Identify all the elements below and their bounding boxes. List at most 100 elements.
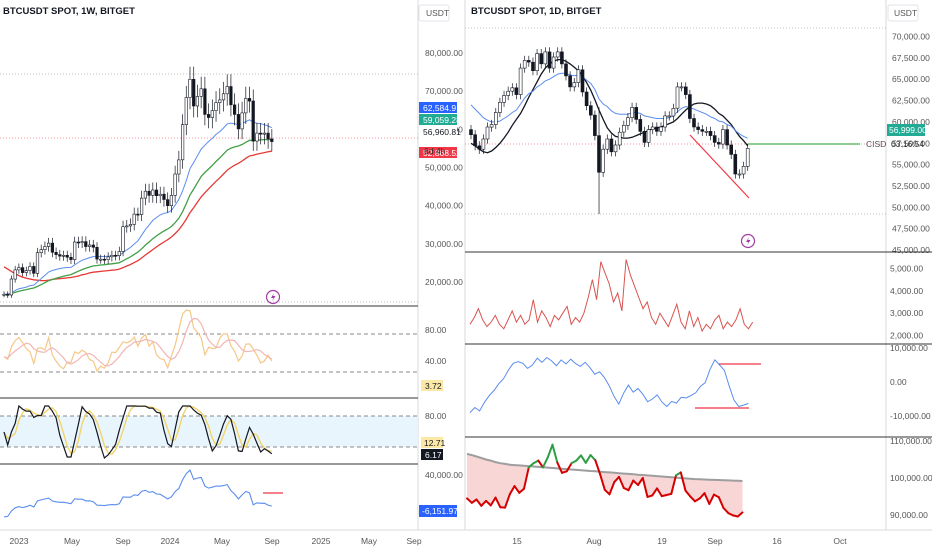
osc-axis-label: -10,000.00	[890, 411, 931, 421]
cvd-segment	[475, 498, 483, 507]
osc-axis-label: 0.00	[890, 377, 907, 387]
candle-body	[210, 110, 214, 118]
candle-body	[638, 119, 643, 132]
candle-body	[99, 258, 103, 261]
cvd-segment	[684, 489, 692, 498]
candle-body	[597, 135, 601, 173]
cvd-axis-label: 100,000.00	[890, 473, 932, 483]
candle-body	[73, 241, 77, 260]
cvd-segment	[589, 454, 597, 462]
left-time-label: May	[214, 536, 231, 546]
left-price-tags: 62,584.91 59,059.28 56,960.81 52,868.52	[419, 102, 461, 158]
cvd-segment	[508, 485, 516, 496]
candle-body	[17, 267, 21, 271]
left-time-label: 2023	[10, 536, 29, 546]
candle-body	[708, 131, 713, 136]
candle-body	[564, 63, 568, 77]
candle-body	[716, 142, 721, 145]
candle-body	[626, 117, 630, 126]
volume-line-red	[469, 259, 754, 333]
cvd-segment	[485, 499, 492, 507]
candle-body	[630, 107, 634, 118]
left-price-label: 70,000.00	[425, 86, 463, 96]
volume-axis-label: 3,000.00	[890, 308, 923, 318]
cvd-segment	[466, 497, 473, 504]
candle-body	[650, 126, 655, 130]
candle-body	[737, 173, 742, 176]
candle-body	[225, 86, 229, 95]
candle-body	[721, 129, 725, 145]
cvd-segment	[489, 496, 497, 507]
right-sma-black-line	[470, 58, 749, 154]
flash-icon[interactable]	[265, 289, 281, 305]
cvd-segment	[594, 459, 601, 475]
right-price-label: 45,000.00	[892, 245, 930, 255]
cvd-segment	[603, 488, 611, 496]
osc-value-tag: -6,151.97	[422, 506, 458, 516]
candle-body	[143, 190, 148, 199]
candle-body	[106, 256, 110, 260]
candle-body	[535, 53, 539, 71]
trend-line-red	[689, 134, 750, 199]
candle-body	[510, 87, 515, 92]
cvd-segment	[551, 443, 559, 464]
candle-body	[572, 82, 577, 88]
cvd-segment	[717, 496, 725, 509]
candle-body	[181, 124, 185, 161]
left-time-label: Sep	[406, 536, 421, 546]
left-price-label: 80,000.00	[425, 48, 463, 58]
rsi-line-orange	[3, 309, 273, 373]
candle-body	[270, 138, 274, 142]
right-osc-pane: 10,000.00 0.00 -10,000.00	[469, 343, 931, 421]
cvd-segment	[565, 462, 573, 473]
left-price-label: 20,000.00	[425, 277, 463, 287]
candle-body	[568, 75, 572, 88]
candle-body	[125, 225, 129, 228]
candle-body	[655, 126, 659, 132]
cvd-segment	[556, 461, 563, 474]
right-price-label: 55,000.00	[892, 160, 930, 170]
right-time-label: Oct	[833, 536, 847, 546]
candle-body	[88, 244, 92, 247]
stoch-value-top: 12.71	[424, 438, 446, 448]
cvd-segment	[708, 493, 715, 505]
osc-line-blue-right	[469, 356, 749, 413]
cvd-segment	[494, 496, 502, 509]
candle-body	[140, 197, 144, 215]
right-price-label: 65,000.00	[892, 74, 930, 84]
candle-body	[39, 249, 43, 254]
candle-body	[69, 256, 73, 260]
candle-body	[469, 129, 473, 136]
candle-body	[663, 115, 667, 128]
candle-body	[518, 67, 523, 95]
candle-body	[54, 252, 58, 255]
candle-body	[605, 138, 610, 150]
volume-axis-label: 5,000.00	[890, 263, 923, 273]
cisd-label: CISD	[866, 139, 886, 149]
candle-body	[50, 242, 54, 253]
right-price-label: 60,000.00	[892, 117, 930, 127]
candle-body	[154, 189, 159, 196]
left-countdown: 6d 4h	[424, 146, 446, 156]
right-price-label: 52,500.00	[892, 181, 930, 191]
left-price-label: 30,000.00	[425, 239, 463, 249]
candle-body	[489, 124, 494, 128]
candle-body	[233, 104, 237, 115]
cvd-segment	[641, 477, 649, 498]
candle-body	[121, 226, 125, 252]
flash-icon[interactable]	[740, 233, 756, 249]
volume-axis-label: 2,000.00	[890, 331, 923, 341]
candle-body	[551, 56, 556, 69]
cvd-segment	[608, 481, 616, 496]
candle-body	[195, 96, 200, 107]
cvd-segment	[651, 487, 658, 497]
price-tag-bg	[419, 147, 457, 158]
price-tag-text: 52,868.52	[423, 148, 461, 158]
cvd-segment	[637, 477, 644, 486]
candle-body	[514, 87, 519, 95]
candle-body	[169, 195, 174, 206]
candle-body	[244, 98, 248, 114]
right-ema-blue-line	[470, 72, 748, 139]
candle-body	[613, 144, 618, 153]
